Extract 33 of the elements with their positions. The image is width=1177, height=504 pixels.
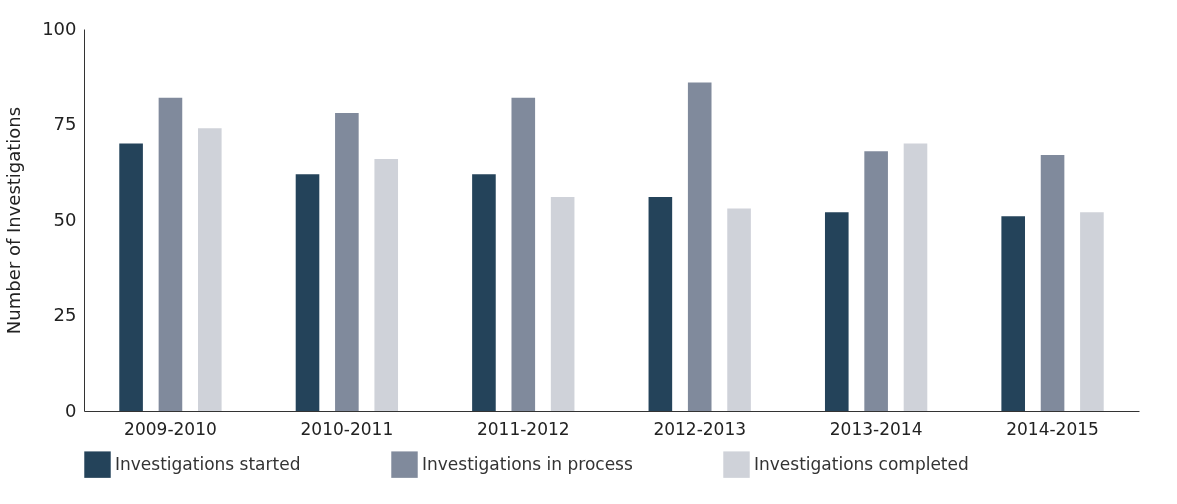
bar [1001,216,1025,411]
bar [511,97,536,411]
x-tick-label: 2012-2013 [653,418,747,439]
bar [824,212,849,411]
bar [1040,155,1065,411]
bar [727,208,751,411]
bar [687,82,712,411]
bar [158,97,183,411]
x-tick-label: 2014-2015 [1006,418,1099,439]
bar [198,128,222,411]
legend-label: Investigations completed [754,453,969,474]
bar [374,158,399,411]
x-tick-label: 2013-2014 [829,418,923,439]
bar [903,143,928,411]
x-tick-label: 2011-2012 [476,418,570,439]
y-axis-title: Number of Investigations [3,106,25,335]
y-tick-label: 25 [53,304,77,325]
bar [472,174,496,411]
y-tick-label: 75 [53,113,77,134]
bar [864,151,888,411]
x-tick-label: 2010-2011 [300,418,394,439]
y-tick-label: 50 [53,208,77,230]
bar [1080,212,1104,411]
bar [335,113,359,411]
y-tick-label: 100 [42,17,77,39]
legend-label: Investigations in process [422,453,633,474]
bar [295,174,320,411]
bar [119,143,143,411]
x-tick-label: 2009-2010 [124,418,217,439]
legend-label: Investigations started [115,453,301,474]
bar [648,197,673,411]
y-tick-label: 0 [65,399,77,421]
bar [550,197,575,411]
